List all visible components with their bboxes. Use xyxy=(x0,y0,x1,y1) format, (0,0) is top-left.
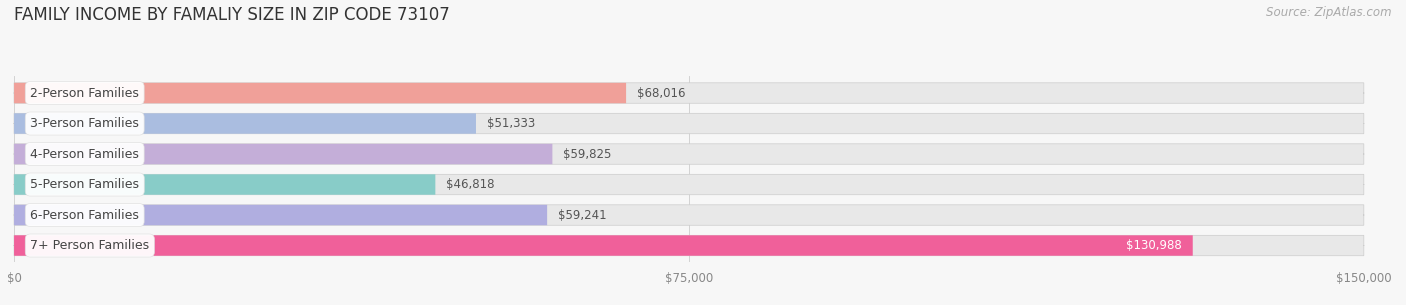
FancyBboxPatch shape xyxy=(14,205,547,225)
Text: $59,241: $59,241 xyxy=(558,209,606,221)
Text: $130,988: $130,988 xyxy=(1126,239,1182,252)
Text: $51,333: $51,333 xyxy=(486,117,536,130)
Text: 4-Person Families: 4-Person Families xyxy=(31,148,139,160)
Text: 6-Person Families: 6-Person Families xyxy=(31,209,139,221)
FancyBboxPatch shape xyxy=(14,144,1364,164)
Text: 5-Person Families: 5-Person Families xyxy=(31,178,139,191)
FancyBboxPatch shape xyxy=(14,83,626,103)
Text: FAMILY INCOME BY FAMALIY SIZE IN ZIP CODE 73107: FAMILY INCOME BY FAMALIY SIZE IN ZIP COD… xyxy=(14,6,450,24)
Text: 3-Person Families: 3-Person Families xyxy=(31,117,139,130)
Text: $68,016: $68,016 xyxy=(637,87,685,99)
FancyBboxPatch shape xyxy=(14,144,553,164)
FancyBboxPatch shape xyxy=(14,174,1364,195)
FancyBboxPatch shape xyxy=(14,235,1364,256)
FancyBboxPatch shape xyxy=(14,83,1364,103)
Text: $46,818: $46,818 xyxy=(446,178,495,191)
FancyBboxPatch shape xyxy=(14,205,1364,225)
Text: $59,825: $59,825 xyxy=(564,148,612,160)
FancyBboxPatch shape xyxy=(14,174,436,195)
Text: 2-Person Families: 2-Person Families xyxy=(31,87,139,99)
Text: 7+ Person Families: 7+ Person Families xyxy=(31,239,149,252)
FancyBboxPatch shape xyxy=(14,113,1364,134)
Text: Source: ZipAtlas.com: Source: ZipAtlas.com xyxy=(1267,6,1392,19)
FancyBboxPatch shape xyxy=(14,235,1192,256)
FancyBboxPatch shape xyxy=(14,113,477,134)
